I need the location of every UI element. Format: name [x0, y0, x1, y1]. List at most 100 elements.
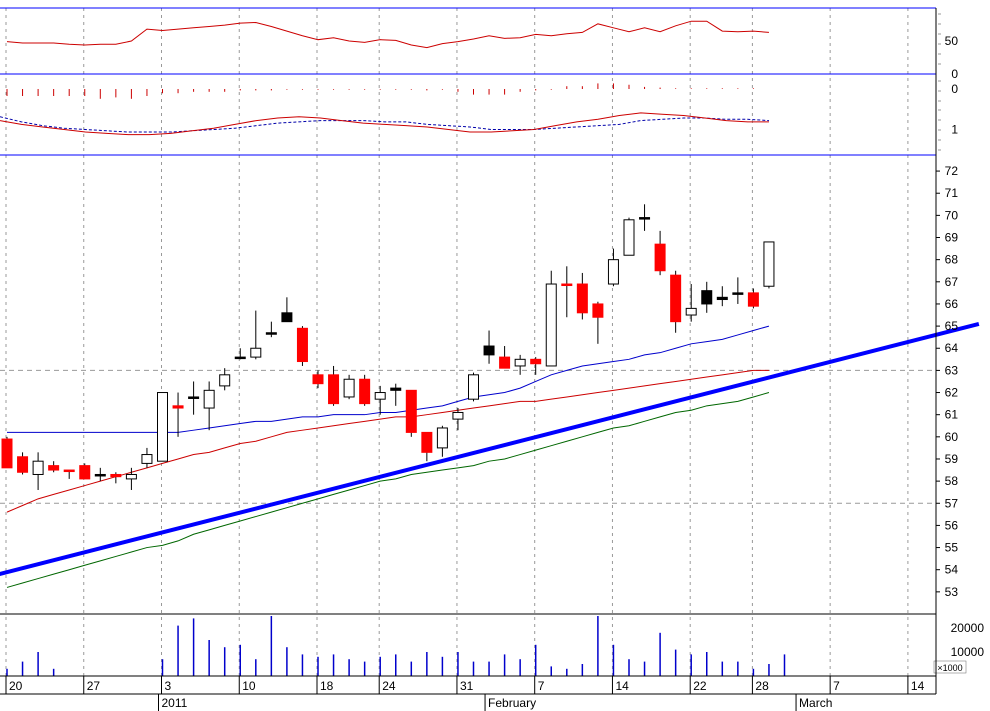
candle-body: [639, 217, 651, 220]
candle-body: [499, 356, 511, 369]
x-day-label: 3: [165, 679, 172, 693]
price-tick-label: 71: [945, 186, 959, 200]
x-day-label: 22: [693, 679, 707, 693]
price-tick-label: 53: [945, 585, 959, 599]
candle-body: [732, 292, 744, 295]
x-day-label: 31: [460, 679, 474, 693]
candle-body: [763, 241, 775, 287]
candle-body: [234, 356, 246, 360]
bollinger-lower-line: [6, 369, 769, 513]
candle-body: [545, 283, 557, 367]
volume-unit-box: [933, 660, 967, 674]
candle-body: [576, 283, 588, 314]
candle-body: [514, 358, 526, 367]
candle-body: [1, 438, 13, 469]
price-tick-label: 61: [945, 408, 959, 422]
volume-tick-label: 10000: [951, 645, 985, 659]
price-tick-label: 72: [945, 164, 959, 178]
price-tick-label: 68: [945, 253, 959, 267]
x-day-label: 20: [9, 679, 23, 693]
candle-body: [203, 389, 215, 409]
candle-body: [452, 411, 464, 420]
candle-body: [48, 465, 60, 471]
candle-body: [265, 332, 277, 335]
histogram-tick-label: 0: [951, 82, 958, 96]
candle-body: [110, 473, 122, 478]
candle-body: [125, 473, 137, 480]
price-tick-label: 57: [945, 496, 959, 510]
candle-body: [312, 374, 324, 385]
candle-body: [172, 405, 184, 409]
macd-line: [0, 112, 769, 136]
candle-body: [328, 374, 340, 405]
candle-body: [281, 312, 293, 323]
candle-body: [94, 473, 106, 477]
price-tick-label: 63: [945, 363, 959, 377]
candle-body: [343, 378, 355, 398]
x-day-label: 24: [382, 679, 396, 693]
candle-body: [17, 456, 29, 473]
candle-body: [483, 345, 495, 356]
candle-body: [250, 347, 262, 358]
price-tick-label: 65: [945, 319, 959, 333]
candle-body: [436, 427, 448, 449]
histogram-panel: [6, 83, 754, 99]
x-day-label: 7: [538, 679, 545, 693]
price-tick-label: 56: [945, 518, 959, 532]
candle-body: [716, 296, 728, 301]
candle-body: [530, 358, 542, 365]
trendline: [0, 321, 980, 577]
price-tick-label: 69: [945, 231, 959, 245]
rsi-panel: [6, 20, 769, 49]
price-tick-label: 55: [945, 541, 959, 555]
x-day-label: 18: [320, 679, 334, 693]
candle-body: [670, 274, 682, 323]
candle-body: [141, 454, 153, 464]
price-tick-label: 59: [945, 452, 959, 466]
grid-layer: [0, 8, 936, 676]
candle-body: [592, 303, 604, 318]
macd-signal-line: [0, 116, 769, 133]
candle-body: [405, 389, 417, 433]
macd-panel: [0, 112, 769, 136]
candle-body: [623, 219, 635, 256]
axes: 5354555657585960616263646566676869707172…: [5, 13, 985, 711]
rsi-tick-label: 50: [945, 34, 959, 48]
x-day-label: 14: [911, 679, 925, 693]
candle-body: [374, 392, 386, 400]
candle-body: [359, 378, 371, 405]
candle-body: [79, 465, 91, 480]
price-tick-label: 58: [945, 474, 959, 488]
moving-average-long-line: [6, 392, 770, 588]
candle-body: [701, 290, 713, 305]
x-month-label: February: [488, 696, 536, 710]
x-day-label: 7: [833, 679, 840, 693]
price-tick-label: 66: [945, 297, 959, 311]
rsi-tick-label: 0: [951, 67, 958, 81]
candle-body: [390, 387, 402, 391]
candle-body: [561, 283, 573, 287]
x-day-label: 28: [755, 679, 769, 693]
panel-frames: [0, 7, 937, 695]
candle-body: [157, 392, 168, 462]
bollinger-upper-line: [7, 325, 770, 433]
volume-unit-label: ×1000: [937, 663, 962, 673]
price-tick-label: 70: [945, 208, 959, 222]
candle-body: [685, 307, 697, 316]
price-tick-label: 60: [945, 430, 959, 444]
x-month-label: March: [799, 696, 832, 710]
candle-body: [607, 259, 619, 285]
x-month-label: 2011: [162, 696, 188, 710]
candle-body: [747, 292, 759, 307]
volume-panel: [6, 616, 786, 676]
macd-tick-label: 1: [951, 123, 958, 137]
x-day-label: 27: [87, 679, 101, 693]
rsi-line: [6, 20, 769, 49]
candle-body: [654, 243, 666, 272]
price-tick-label: 67: [945, 275, 959, 289]
price-panel: [0, 204, 980, 588]
price-tick-label: 64: [945, 341, 959, 355]
price-tick-label: 54: [945, 563, 959, 577]
candle-body: [32, 460, 44, 475]
